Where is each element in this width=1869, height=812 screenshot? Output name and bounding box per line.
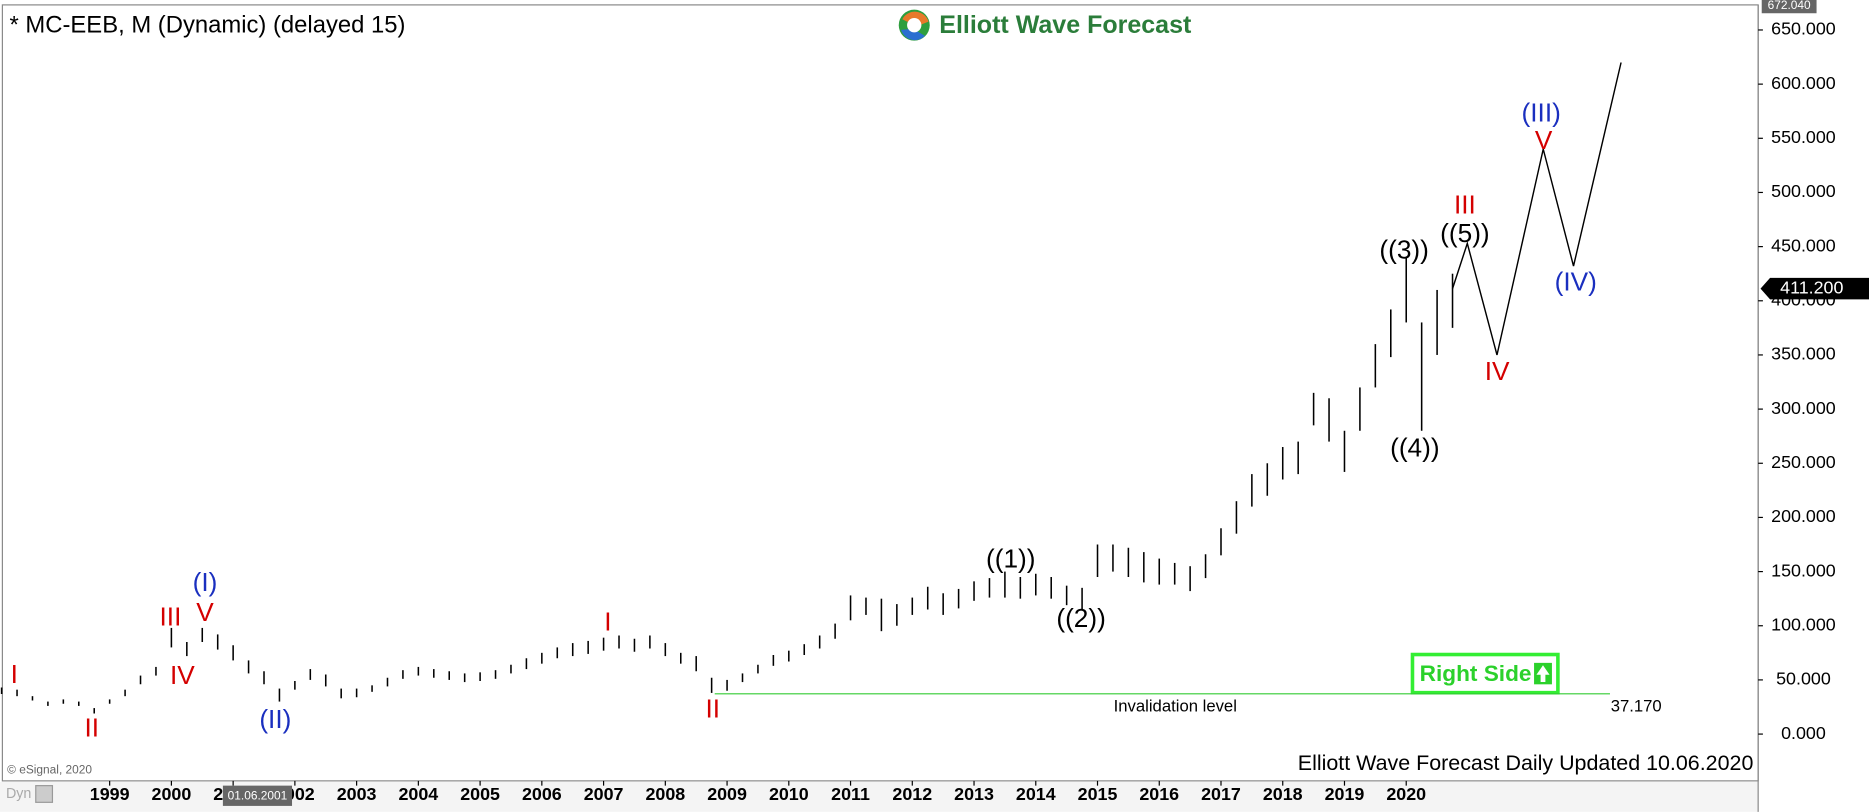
x-tick-label: 2011: [831, 784, 870, 804]
wave-label: I: [604, 606, 611, 636]
x-tick-label: 2010: [769, 784, 809, 804]
wave-label: (I): [193, 567, 218, 597]
x-tick-label: 2015: [1078, 784, 1118, 804]
x-axis-band: [0, 782, 1759, 812]
wave-label: III: [1454, 189, 1476, 219]
x-tick-label: 2018: [1263, 784, 1303, 804]
brand-logo: [898, 9, 930, 41]
y-tick-label: 300.000: [1771, 398, 1836, 418]
right-side-badge: Right Side: [1410, 652, 1560, 695]
max-marker-label: 672.040: [1768, 0, 1811, 12]
projection-line: [1451, 62, 1622, 356]
badge-arrow: [1536, 665, 1550, 682]
wave-label: (II): [259, 704, 291, 734]
wave-label: III: [160, 602, 182, 632]
x-tick-label: 2019: [1325, 784, 1365, 804]
wave-label: (IV): [1555, 267, 1597, 297]
footer-note: Elliott Wave Forecast Daily Updated 10.0…: [1298, 751, 1754, 775]
max-marker-box: [1761, 0, 1817, 14]
x-tick-label: 2008: [645, 784, 685, 804]
wave-label: IV: [1485, 356, 1510, 386]
x-tick-label: 2006: [522, 784, 562, 804]
mode-label: Dyn: [6, 786, 31, 802]
x-tick-label: 2003: [337, 784, 377, 804]
x-tick-label: 2017: [1201, 784, 1241, 804]
wave-label: ((2)): [1056, 603, 1106, 633]
chart-title: * MC-EEB, M (Dynamic) (delayed 15): [10, 12, 406, 39]
y-tick-label: 650.000: [1771, 19, 1836, 39]
x-tick-label: 2020: [1386, 784, 1426, 804]
y-tick-label: 450.000: [1771, 235, 1836, 255]
cursor-label: 01.06.2001: [228, 789, 288, 803]
y-tick-label: 500.000: [1771, 181, 1836, 201]
x-tick-label: 2009: [707, 784, 747, 804]
y-tick-label: 100.000: [1771, 614, 1836, 634]
y-tick-label: 250.000: [1771, 452, 1836, 472]
cursor-label-box: [222, 785, 293, 806]
wave-label: ((3)): [1379, 235, 1429, 265]
y-tick-label: 600.000: [1771, 73, 1836, 93]
x-tick-label: 2012: [892, 784, 932, 804]
x-tick-label: 2005: [460, 784, 500, 804]
last-price-label: 411.200: [1780, 277, 1843, 297]
wave-label: V: [196, 597, 214, 627]
wave-label: IV: [170, 660, 195, 690]
x-tick-label: 2007: [584, 784, 624, 804]
x-tick-label: 2016: [1139, 784, 1179, 804]
copyright: © eSignal, 2020: [7, 762, 92, 776]
logo-center: [907, 18, 922, 33]
invalidation-value: 37.170: [1611, 696, 1662, 715]
wave-label: I: [11, 659, 18, 689]
last-price-tag: [1760, 277, 1869, 300]
y-tick-label: 150.000: [1771, 560, 1836, 580]
brand-name: Elliott Wave Forecast: [939, 11, 1192, 39]
x-tick-label: 2004: [398, 784, 438, 804]
x-tick-label: 2000: [152, 784, 192, 804]
badge-text: Right Side: [1420, 661, 1532, 686]
y-tick-label: 350.000: [1771, 344, 1836, 364]
wave-label: (III): [1522, 97, 1561, 127]
y-tick-label: 50.000: [1776, 669, 1831, 689]
logo-swoosh: [901, 28, 925, 41]
wave-label: ((1)): [986, 543, 1036, 573]
wave-label: ((5)): [1440, 218, 1490, 248]
wave-label: V: [1535, 125, 1553, 155]
wave-label: II: [84, 713, 99, 743]
invalidation-label: Invalidation level: [1114, 696, 1237, 715]
x-tick-label: 2013: [954, 784, 994, 804]
mode-icon[interactable]: [35, 785, 54, 803]
badge-frame: [1410, 652, 1560, 695]
x-tick-label: 2014: [1016, 784, 1056, 804]
wave-label: II: [706, 693, 721, 723]
x-tick-label: 1999: [90, 784, 130, 804]
y-tick-label: 550.000: [1771, 127, 1836, 147]
y-tick-label: 0.000: [1781, 723, 1826, 743]
wave-label: ((4)): [1390, 432, 1440, 462]
y-tick-label: 200.000: [1771, 506, 1836, 526]
